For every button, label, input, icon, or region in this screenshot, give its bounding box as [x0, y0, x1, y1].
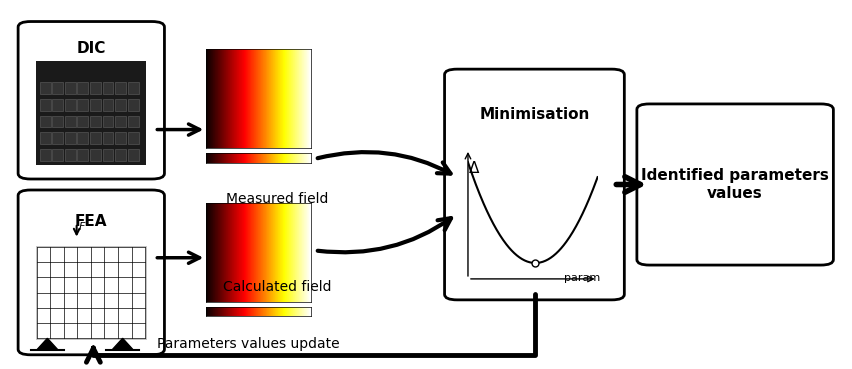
FancyBboxPatch shape	[115, 82, 126, 94]
FancyBboxPatch shape	[128, 82, 139, 94]
FancyBboxPatch shape	[128, 115, 139, 127]
Text: DIC: DIC	[77, 41, 106, 56]
FancyBboxPatch shape	[102, 132, 113, 144]
FancyBboxPatch shape	[52, 115, 63, 127]
FancyBboxPatch shape	[52, 132, 63, 144]
FancyBboxPatch shape	[78, 82, 89, 94]
FancyBboxPatch shape	[18, 190, 164, 355]
FancyBboxPatch shape	[78, 149, 89, 161]
Polygon shape	[37, 338, 57, 349]
FancyBboxPatch shape	[90, 99, 101, 111]
FancyBboxPatch shape	[65, 115, 76, 127]
FancyBboxPatch shape	[40, 99, 51, 111]
FancyBboxPatch shape	[128, 132, 139, 144]
Text: Identified parameters
values: Identified parameters values	[642, 168, 829, 201]
FancyBboxPatch shape	[78, 115, 89, 127]
Polygon shape	[112, 338, 133, 349]
FancyBboxPatch shape	[90, 82, 101, 94]
FancyBboxPatch shape	[65, 149, 76, 161]
FancyBboxPatch shape	[637, 104, 833, 265]
Text: F: F	[79, 222, 85, 232]
FancyBboxPatch shape	[36, 62, 146, 165]
FancyBboxPatch shape	[128, 99, 139, 111]
FancyBboxPatch shape	[40, 82, 51, 94]
FancyBboxPatch shape	[115, 115, 126, 127]
FancyBboxPatch shape	[102, 115, 113, 127]
FancyBboxPatch shape	[115, 132, 126, 144]
Text: Minimisation: Minimisation	[480, 107, 590, 123]
FancyBboxPatch shape	[65, 82, 76, 94]
Text: Calculated field: Calculated field	[223, 280, 331, 294]
FancyBboxPatch shape	[78, 99, 89, 111]
FancyBboxPatch shape	[40, 149, 51, 161]
FancyBboxPatch shape	[52, 149, 63, 161]
FancyBboxPatch shape	[102, 149, 113, 161]
FancyBboxPatch shape	[18, 21, 164, 179]
FancyBboxPatch shape	[52, 99, 63, 111]
Text: Parameters values update: Parameters values update	[157, 337, 339, 351]
FancyBboxPatch shape	[90, 115, 101, 127]
Text: FEA: FEA	[75, 214, 107, 229]
FancyBboxPatch shape	[102, 82, 113, 94]
FancyBboxPatch shape	[128, 149, 139, 161]
FancyBboxPatch shape	[40, 132, 51, 144]
Text: $\Delta$: $\Delta$	[468, 160, 480, 176]
Text: param: param	[564, 273, 601, 283]
FancyBboxPatch shape	[102, 99, 113, 111]
FancyBboxPatch shape	[40, 115, 51, 127]
FancyBboxPatch shape	[65, 99, 76, 111]
Text: Measured field: Measured field	[226, 192, 329, 206]
FancyBboxPatch shape	[90, 149, 101, 161]
FancyBboxPatch shape	[115, 99, 126, 111]
FancyBboxPatch shape	[52, 82, 63, 94]
FancyBboxPatch shape	[65, 132, 76, 144]
FancyBboxPatch shape	[445, 69, 625, 300]
FancyBboxPatch shape	[90, 132, 101, 144]
FancyBboxPatch shape	[115, 149, 126, 161]
FancyBboxPatch shape	[78, 132, 89, 144]
FancyBboxPatch shape	[36, 246, 146, 339]
